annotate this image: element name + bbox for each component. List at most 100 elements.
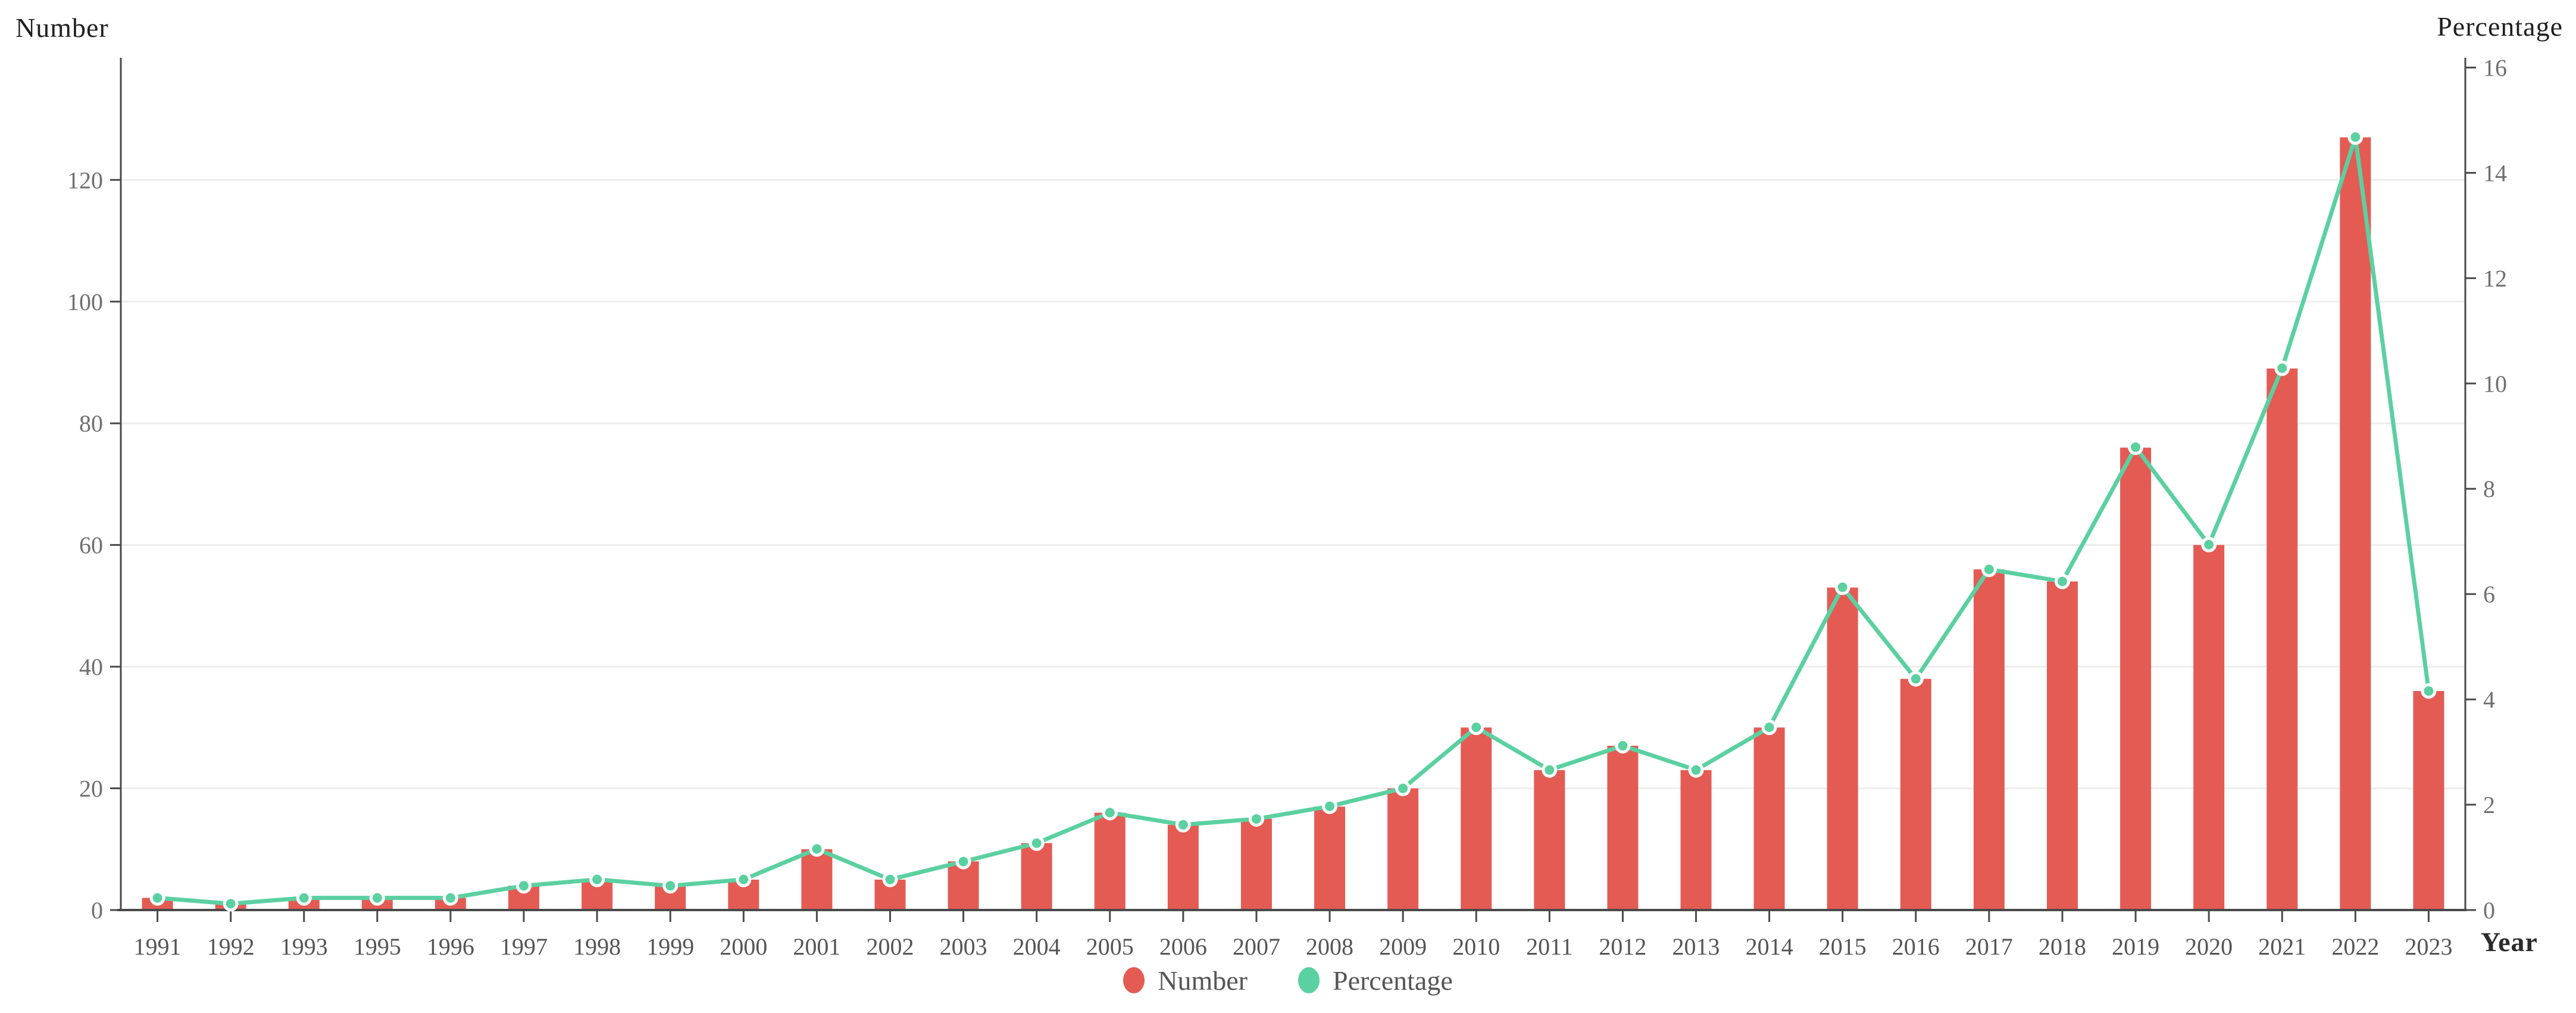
- bar-2001[interactable]: [801, 849, 833, 910]
- x-axis-year-label: 2000: [720, 933, 767, 960]
- x-axis-year-label: 2022: [2331, 933, 2379, 960]
- percentage-point-1995[interactable]: [369, 890, 385, 906]
- x-axis-year-label: 2015: [1819, 933, 1867, 960]
- percentage-point-2019[interactable]: [2128, 439, 2144, 455]
- percentage-point-2004[interactable]: [1028, 835, 1045, 851]
- x-axis-year-label: 2020: [2185, 933, 2233, 960]
- bar-2011[interactable]: [1534, 770, 1565, 910]
- left-axis-tick-label: 40: [79, 654, 103, 680]
- x-axis-year-label: 1996: [427, 933, 474, 960]
- x-axis-year-label: 2010: [1452, 933, 1500, 960]
- x-axis-year-label: 2021: [2258, 933, 2306, 960]
- percentage-line: [155, 135, 2431, 906]
- left-axis-tick-label: 100: [67, 289, 103, 315]
- legend-item-percentage[interactable]: Percentage: [1298, 965, 1453, 996]
- percentage-point-2001[interactable]: [809, 841, 825, 857]
- legend-item-number[interactable]: Number: [1123, 965, 1248, 996]
- x-axis-year-label: 2004: [1013, 933, 1061, 960]
- x-axis-year-label: 1999: [646, 933, 694, 960]
- percentage-point-1992[interactable]: [223, 896, 239, 912]
- percentage-point-2006[interactable]: [1175, 817, 1191, 833]
- bar-2003[interactable]: [948, 861, 979, 910]
- x-axis-year-label: 2016: [1892, 933, 1940, 960]
- bar-2007[interactable]: [1240, 818, 1272, 910]
- bar-2018[interactable]: [2046, 581, 2078, 910]
- x-axis-year-label: 1992: [207, 933, 255, 960]
- bar-2014[interactable]: [1753, 727, 1785, 910]
- x-axis-year-label: 1997: [500, 933, 548, 960]
- left-axis-tick-label: 60: [79, 532, 103, 559]
- x-axis-year-label: 2013: [1672, 933, 1720, 960]
- percentage-point-2011[interactable]: [1542, 762, 1558, 778]
- percentage-point-2021[interactable]: [2274, 360, 2290, 376]
- x-axis-year-label: 2012: [1599, 933, 1646, 960]
- percentage-point-2007[interactable]: [1248, 811, 1264, 827]
- x-axis-year-label: 2018: [2039, 933, 2086, 960]
- percentage-point-2009[interactable]: [1395, 780, 1411, 796]
- percentage-point-2013[interactable]: [1688, 762, 1704, 778]
- bar-2012[interactable]: [1607, 745, 1639, 910]
- left-axis-tick-label: 120: [67, 167, 103, 193]
- right-axis-tick-label: 4: [2483, 686, 2495, 713]
- right-axis-tick-label: 2: [2483, 792, 2495, 818]
- right-axis-tick-label: 16: [2483, 54, 2507, 81]
- right-axis-tick-label: 12: [2483, 265, 2507, 292]
- number-series-swatch-icon: [1123, 967, 1145, 993]
- x-axis-year-label: 2007: [1233, 933, 1280, 960]
- right-axis-title: Percentage: [2437, 11, 2563, 42]
- right-axis-tick-label: 0: [2483, 897, 2495, 924]
- percentage-point-2012[interactable]: [1615, 737, 1631, 754]
- x-axis-year-label: 2014: [1746, 933, 1793, 960]
- percentage-point-2005[interactable]: [1102, 805, 1118, 821]
- bar-2020[interactable]: [2193, 545, 2225, 910]
- percentage-point-2003[interactable]: [955, 853, 971, 870]
- percentage-point-2002[interactable]: [882, 871, 898, 887]
- bar-2005[interactable]: [1094, 812, 1126, 910]
- bar-2022[interactable]: [2340, 137, 2371, 911]
- percentage-point-2016[interactable]: [1908, 671, 1924, 687]
- bar-2015[interactable]: [1827, 587, 1858, 910]
- bar-2010[interactable]: [1461, 727, 1492, 910]
- x-axis-year-label: 2023: [2405, 933, 2452, 960]
- x-axis-year-label: 1991: [134, 933, 182, 960]
- bar-2006[interactable]: [1167, 824, 1199, 910]
- left-axis-tick-label: 0: [91, 897, 103, 924]
- percentage-point-1993[interactable]: [296, 890, 312, 906]
- bar-2017[interactable]: [1973, 569, 2005, 910]
- bar-2019[interactable]: [2120, 448, 2152, 910]
- bar-2013[interactable]: [1680, 770, 1712, 910]
- bar-2016[interactable]: [1900, 679, 1931, 910]
- x-axis-year-label: 1993: [280, 933, 328, 960]
- percentage-point-2008[interactable]: [1322, 798, 1338, 814]
- bar-2004[interactable]: [1021, 843, 1052, 910]
- percentage-point-2010[interactable]: [1468, 720, 1484, 736]
- percentage-point-2022[interactable]: [2347, 129, 2364, 145]
- bar-2021[interactable]: [2266, 368, 2298, 910]
- left-axis-tick-label: 20: [79, 776, 103, 802]
- bar-2008[interactable]: [1314, 806, 1346, 910]
- x-axis-year-label: 2019: [2112, 933, 2159, 960]
- bar-2023[interactable]: [2413, 690, 2444, 910]
- percentage-point-1991[interactable]: [149, 890, 165, 906]
- right-axis-tick-label: 10: [2483, 370, 2507, 397]
- percentage-point-2018[interactable]: [2054, 573, 2070, 589]
- percentage-point-2020[interactable]: [2201, 537, 2217, 553]
- legend-label: Number: [1158, 965, 1248, 996]
- percentage-point-2023[interactable]: [2421, 683, 2437, 699]
- x-axis-year-label: 2006: [1159, 933, 1207, 960]
- legend-label: Percentage: [1332, 965, 1453, 996]
- percentage-point-2000[interactable]: [736, 871, 752, 887]
- x-axis-year-label: 2002: [866, 933, 914, 960]
- percentage-point-1996[interactable]: [442, 890, 458, 906]
- percentage-point-1999[interactable]: [662, 878, 679, 894]
- left-axis-title: Number: [15, 12, 109, 43]
- bar-2009[interactable]: [1387, 788, 1419, 910]
- x-axis-title: Year: [2481, 927, 2538, 957]
- percentage-point-2017[interactable]: [1981, 561, 1997, 577]
- percentage-point-1997[interactable]: [516, 878, 532, 894]
- percentage-point-2015[interactable]: [1834, 579, 1850, 595]
- left-axis-tick-label: 80: [79, 410, 103, 437]
- percentage-point-1998[interactable]: [589, 871, 605, 887]
- x-axis-year-label: 2009: [1379, 933, 1427, 960]
- percentage-point-2014[interactable]: [1761, 720, 1777, 736]
